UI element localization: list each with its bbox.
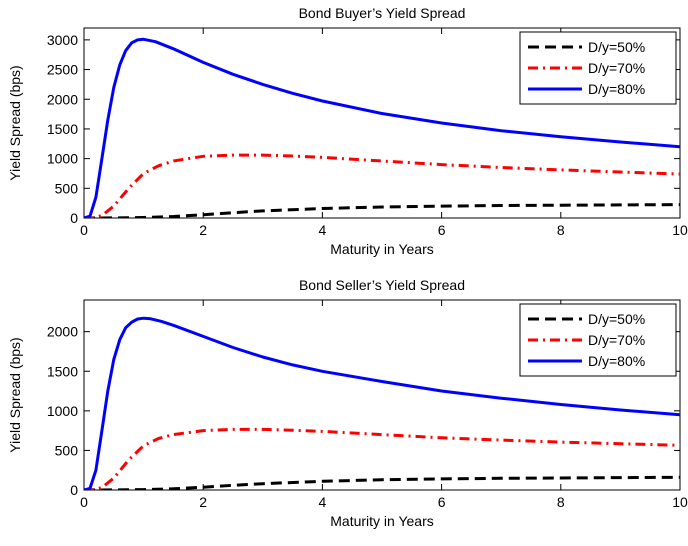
legend-label-1: D/y=50% [588,311,645,327]
y-tick-label: 1500 [47,363,78,379]
x-tick-label: 2 [199,222,207,238]
axes-frame [83,27,681,219]
y-tick-label: 1500 [47,121,78,137]
x-tick-label: 4 [319,222,327,238]
legend-label-2: D/y=70% [588,60,645,76]
x-axis-label: Maturity in Years [330,513,434,529]
x-tick-label: 8 [557,222,565,238]
series-line-1 [84,475,680,490]
series-line-2 [84,153,680,218]
x-tick-label: 6 [438,222,446,238]
axes-frame [83,299,681,491]
y-tick-label: 1000 [47,151,78,167]
x-tick-label: 2 [199,494,207,510]
y-tick-label: 0 [70,210,78,226]
legend-label-3: D/y=80% [588,81,645,97]
legend: D/y=50% D/y=70% D/y=80% [519,31,677,105]
x-tick-label: 6 [438,494,446,510]
y-axis-label: Yield Spread (bps) [7,337,23,452]
y-tick-label: 2000 [47,324,78,340]
legend-label-2: D/y=70% [588,332,645,348]
y-tick-label: 0 [70,482,78,498]
chart-title: Bond Seller’s Yield Spread [299,277,465,293]
series-line-1 [84,203,680,218]
y-tick-label: 500 [55,180,79,196]
series-line-3 [84,37,680,218]
x-tick-label: 4 [319,494,327,510]
legend-box [519,303,677,377]
x-tick-label: 0 [80,494,88,510]
y-tick-label: 2000 [47,91,78,107]
legend-box [519,31,677,105]
x-tick-label: 10 [672,222,688,238]
x-tick-label: 10 [672,494,688,510]
chart-1: Bond Buyer’s Yield Spread 0 2 4 6 8 10 0 500 1000… [7,5,688,257]
chart-2: Bond Seller’s Yield Spread 0 2 4 6 8 10 0 500 100… [7,277,688,529]
y-tick-label: 1000 [47,403,78,419]
legend-label-3: D/y=80% [588,353,645,369]
y-axis-label: Yield Spread (bps) [7,65,23,180]
series-line-2 [84,427,680,490]
y-tick-label: 2500 [47,62,78,78]
chart-title: Bond Buyer’s Yield Spread [299,5,466,21]
x-tick-label: 0 [80,222,88,238]
series-line-3 [84,316,680,490]
x-tick-label: 8 [557,494,565,510]
legend-label-1: D/y=50% [588,39,645,55]
y-tick-label: 3000 [47,32,78,48]
x-axis-label: Maturity in Years [330,241,434,257]
legend: D/y=50% D/y=70% D/y=80% [519,303,677,377]
y-tick-label: 500 [55,442,79,458]
